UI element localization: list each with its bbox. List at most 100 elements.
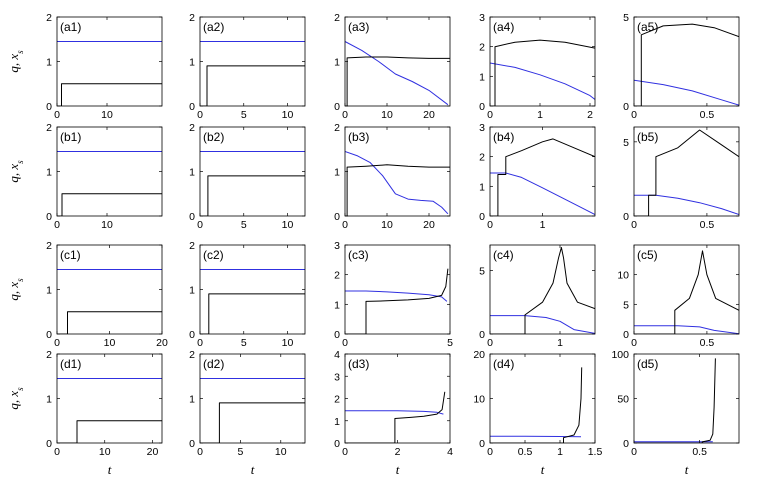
series-xs-line: [57, 193, 162, 216]
series-q-line: [634, 79, 739, 106]
y-tick-label: 1: [334, 57, 340, 69]
x-tick-label: 10: [282, 109, 294, 121]
x-tick-label: 0: [487, 337, 493, 349]
y-tick-label: 1: [46, 394, 52, 406]
x-tick-label: 4: [447, 446, 453, 458]
panel-d1: 0 10 20 0 1 2 (d1): [46, 349, 163, 458]
panel-c1: 0 10 20 0 1 2 (c1): [46, 240, 168, 349]
panel-b5: 0 0.5 0 5 (b5): [623, 126, 740, 231]
panel-label: (a1): [60, 20, 81, 34]
series-q-line: [490, 315, 595, 334]
x-tick-label: 1: [557, 446, 563, 458]
y-tick-label: 0: [46, 101, 52, 113]
y-tick-label: 0: [479, 101, 485, 113]
plot-frame: [633, 244, 740, 335]
y-tick-label: 2: [189, 12, 195, 24]
panel-a4: 0 1 2 0 1 2 3 (a4): [479, 12, 596, 121]
panel-label: (c4): [493, 248, 514, 262]
x-tick-label: 10: [275, 446, 287, 458]
panel-label: (a2): [203, 20, 224, 34]
panel-label: (b2): [203, 130, 224, 144]
y-tick-label: 2: [46, 122, 52, 134]
row-ylabel: q, xs: [6, 160, 25, 183]
series-q-line: [634, 194, 739, 215]
panel-d2: 0 5 10 0 1 2 (d2): [189, 349, 306, 458]
x-tick-label: 0: [54, 219, 60, 231]
y-tick-label: 1: [189, 167, 195, 179]
y-tick-label: 5: [479, 265, 485, 277]
panel-label: (d2): [203, 357, 224, 371]
row-ylabel: q, xs: [6, 50, 25, 73]
y-tick-label: 2: [189, 240, 195, 252]
x-tick-label: 10: [104, 337, 116, 349]
y-tick-label: 0: [46, 211, 52, 223]
panel-c2: 0 5 10 0 1 2 (c2): [189, 240, 306, 349]
panel-label: (a4): [493, 20, 514, 34]
y-tick-label: 2: [46, 12, 52, 24]
x-tick-label: 5: [237, 446, 243, 458]
series-q-line: [634, 325, 739, 334]
panel-label: (d1): [60, 357, 81, 371]
plot-frame: [489, 16, 596, 107]
panel-label: (c3): [348, 248, 369, 262]
y-tick-label: 2: [189, 349, 195, 361]
x-tick-label: 0.5: [700, 337, 715, 349]
panel-d4: 0 0.5 1 1.5 0 10 20 (d4): [473, 349, 602, 458]
y-tick-label: 5: [623, 137, 629, 149]
series-xs-line: [200, 65, 305, 106]
y-tick-label: 10: [617, 270, 629, 282]
y-tick-label: 1: [46, 285, 52, 297]
x-tick-label: 0: [342, 337, 348, 349]
y-tick-label: 2: [46, 349, 52, 361]
series-xs-line: [345, 56, 450, 106]
x-tick-label: 0.5: [700, 219, 715, 231]
x-tick-label: 0: [197, 337, 203, 349]
x-tick-label: 20: [147, 446, 159, 458]
plot-frame: [489, 244, 596, 335]
series-q-line: [490, 62, 595, 100]
y-tick-label: 3: [479, 12, 485, 24]
panel-label: (b5): [637, 130, 658, 144]
y-tick-label: 0: [189, 211, 195, 223]
col-xlabel: t: [685, 462, 689, 477]
x-tick-label: 10: [101, 109, 113, 121]
series-xs-line: [634, 358, 716, 443]
y-tick-label: 0: [479, 438, 485, 450]
x-tick-label: 2: [587, 109, 593, 121]
series-q-line: [345, 410, 444, 415]
series-xs-line: [57, 83, 162, 106]
series-xs-line: [634, 250, 739, 334]
x-tick-label: 1.5: [588, 446, 603, 458]
panel-label: (d4): [493, 357, 514, 371]
x-tick-label: 20: [156, 337, 168, 349]
y-tick-label: 1: [479, 71, 485, 83]
panel-label: (b4): [493, 130, 514, 144]
x-tick-label: 0: [487, 109, 493, 121]
panel-b1: 0 10 0 1 2 (b1): [46, 122, 163, 231]
y-tick-label: 1: [334, 299, 340, 311]
x-tick-label: 5: [241, 109, 247, 121]
y-tick-label: 2: [479, 152, 485, 164]
x-tick-label: 1: [540, 219, 546, 231]
x-tick-label: 0.5: [692, 446, 707, 458]
x-tick-label: 0: [631, 446, 637, 458]
panel-a1: 0 10 0 1 2 (a1): [46, 12, 163, 121]
row-ylabel: q, xs: [6, 387, 25, 410]
y-tick-label: 5: [623, 299, 629, 311]
y-tick-label: 2: [334, 270, 340, 282]
series-q-line: [490, 435, 582, 438]
series-xs-line: [634, 129, 739, 216]
y-tick-label: 0: [623, 329, 629, 341]
row-ylabel: q, xs: [6, 278, 25, 301]
y-tick-label: 0: [189, 329, 195, 341]
series-xs-line: [200, 175, 305, 216]
series-q-line: [490, 172, 595, 215]
panel-label: (d3): [348, 357, 369, 371]
col-xlabel: t: [541, 462, 545, 477]
series-q-line: [345, 290, 448, 302]
y-tick-label: 0: [479, 329, 485, 341]
y-tick-label: 1: [189, 394, 195, 406]
x-tick-label: 0: [342, 219, 348, 231]
y-tick-label: 50: [617, 394, 629, 406]
